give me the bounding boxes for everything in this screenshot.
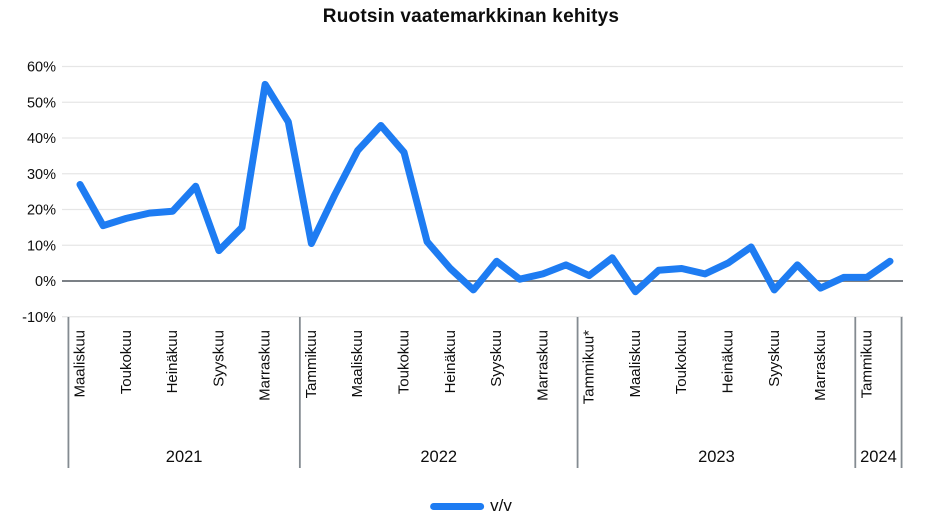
x-axis-month-label: Heinäkuu: [164, 330, 181, 393]
x-axis-month-label: Tammikuu*: [581, 330, 598, 404]
chart-title: Ruotsin vaatemarkkinan kehitys: [322, 6, 620, 27]
y-axis-tick-label: 10%: [27, 238, 56, 254]
y-axis-tick-label: 30%: [27, 167, 56, 183]
x-axis-month-label: Syyskuu: [210, 330, 227, 387]
x-axis-month-label: Maaliskuu: [349, 330, 366, 398]
x-axis-year-label: 2021: [166, 448, 203, 466]
y-axis-tick-label: 20%: [27, 203, 56, 219]
y-axis-tick-label: -10%: [22, 310, 56, 326]
x-axis-month-label: Marraskuu: [812, 330, 829, 401]
x-axis-month-label: Heinäkuu: [720, 330, 737, 393]
x-axis-month-label: Tammikuu: [858, 330, 875, 398]
x-axis-month-label: Marraskuu: [534, 330, 551, 401]
x-axis-month-label: Maaliskuu: [627, 330, 644, 398]
legend-line-swatch: [430, 502, 485, 510]
x-axis-month-label: Toukokuu: [396, 330, 413, 394]
x-axis-year-label: 2023: [698, 448, 735, 466]
x-axis-year-label: 2024: [860, 448, 897, 466]
x-axis-month-label: Maaliskuu: [72, 330, 89, 398]
legend: v/v: [430, 496, 512, 516]
y-axis-tick-label: 0%: [35, 274, 56, 290]
y-axis-tick-label: 40%: [27, 131, 56, 147]
series-line-vv: [76, 80, 894, 296]
y-axis-tick-label: 50%: [27, 95, 56, 111]
legend-label: v/v: [490, 496, 512, 515]
x-axis-month-label: Tammikuu: [303, 330, 320, 398]
x-axis-month-label: Toukokuu: [673, 330, 690, 394]
x-axis-month-label: Syyskuu: [766, 330, 783, 387]
x-axis-month-label: Marraskuu: [257, 330, 274, 401]
y-axis-tick-label: 60%: [27, 60, 56, 76]
x-axis-month-label: Syyskuu: [488, 330, 505, 387]
x-axis-year-label: 2022: [420, 448, 457, 466]
x-axis-month-label: Toukokuu: [118, 330, 135, 394]
x-axis-month-label: Heinäkuu: [442, 330, 459, 393]
